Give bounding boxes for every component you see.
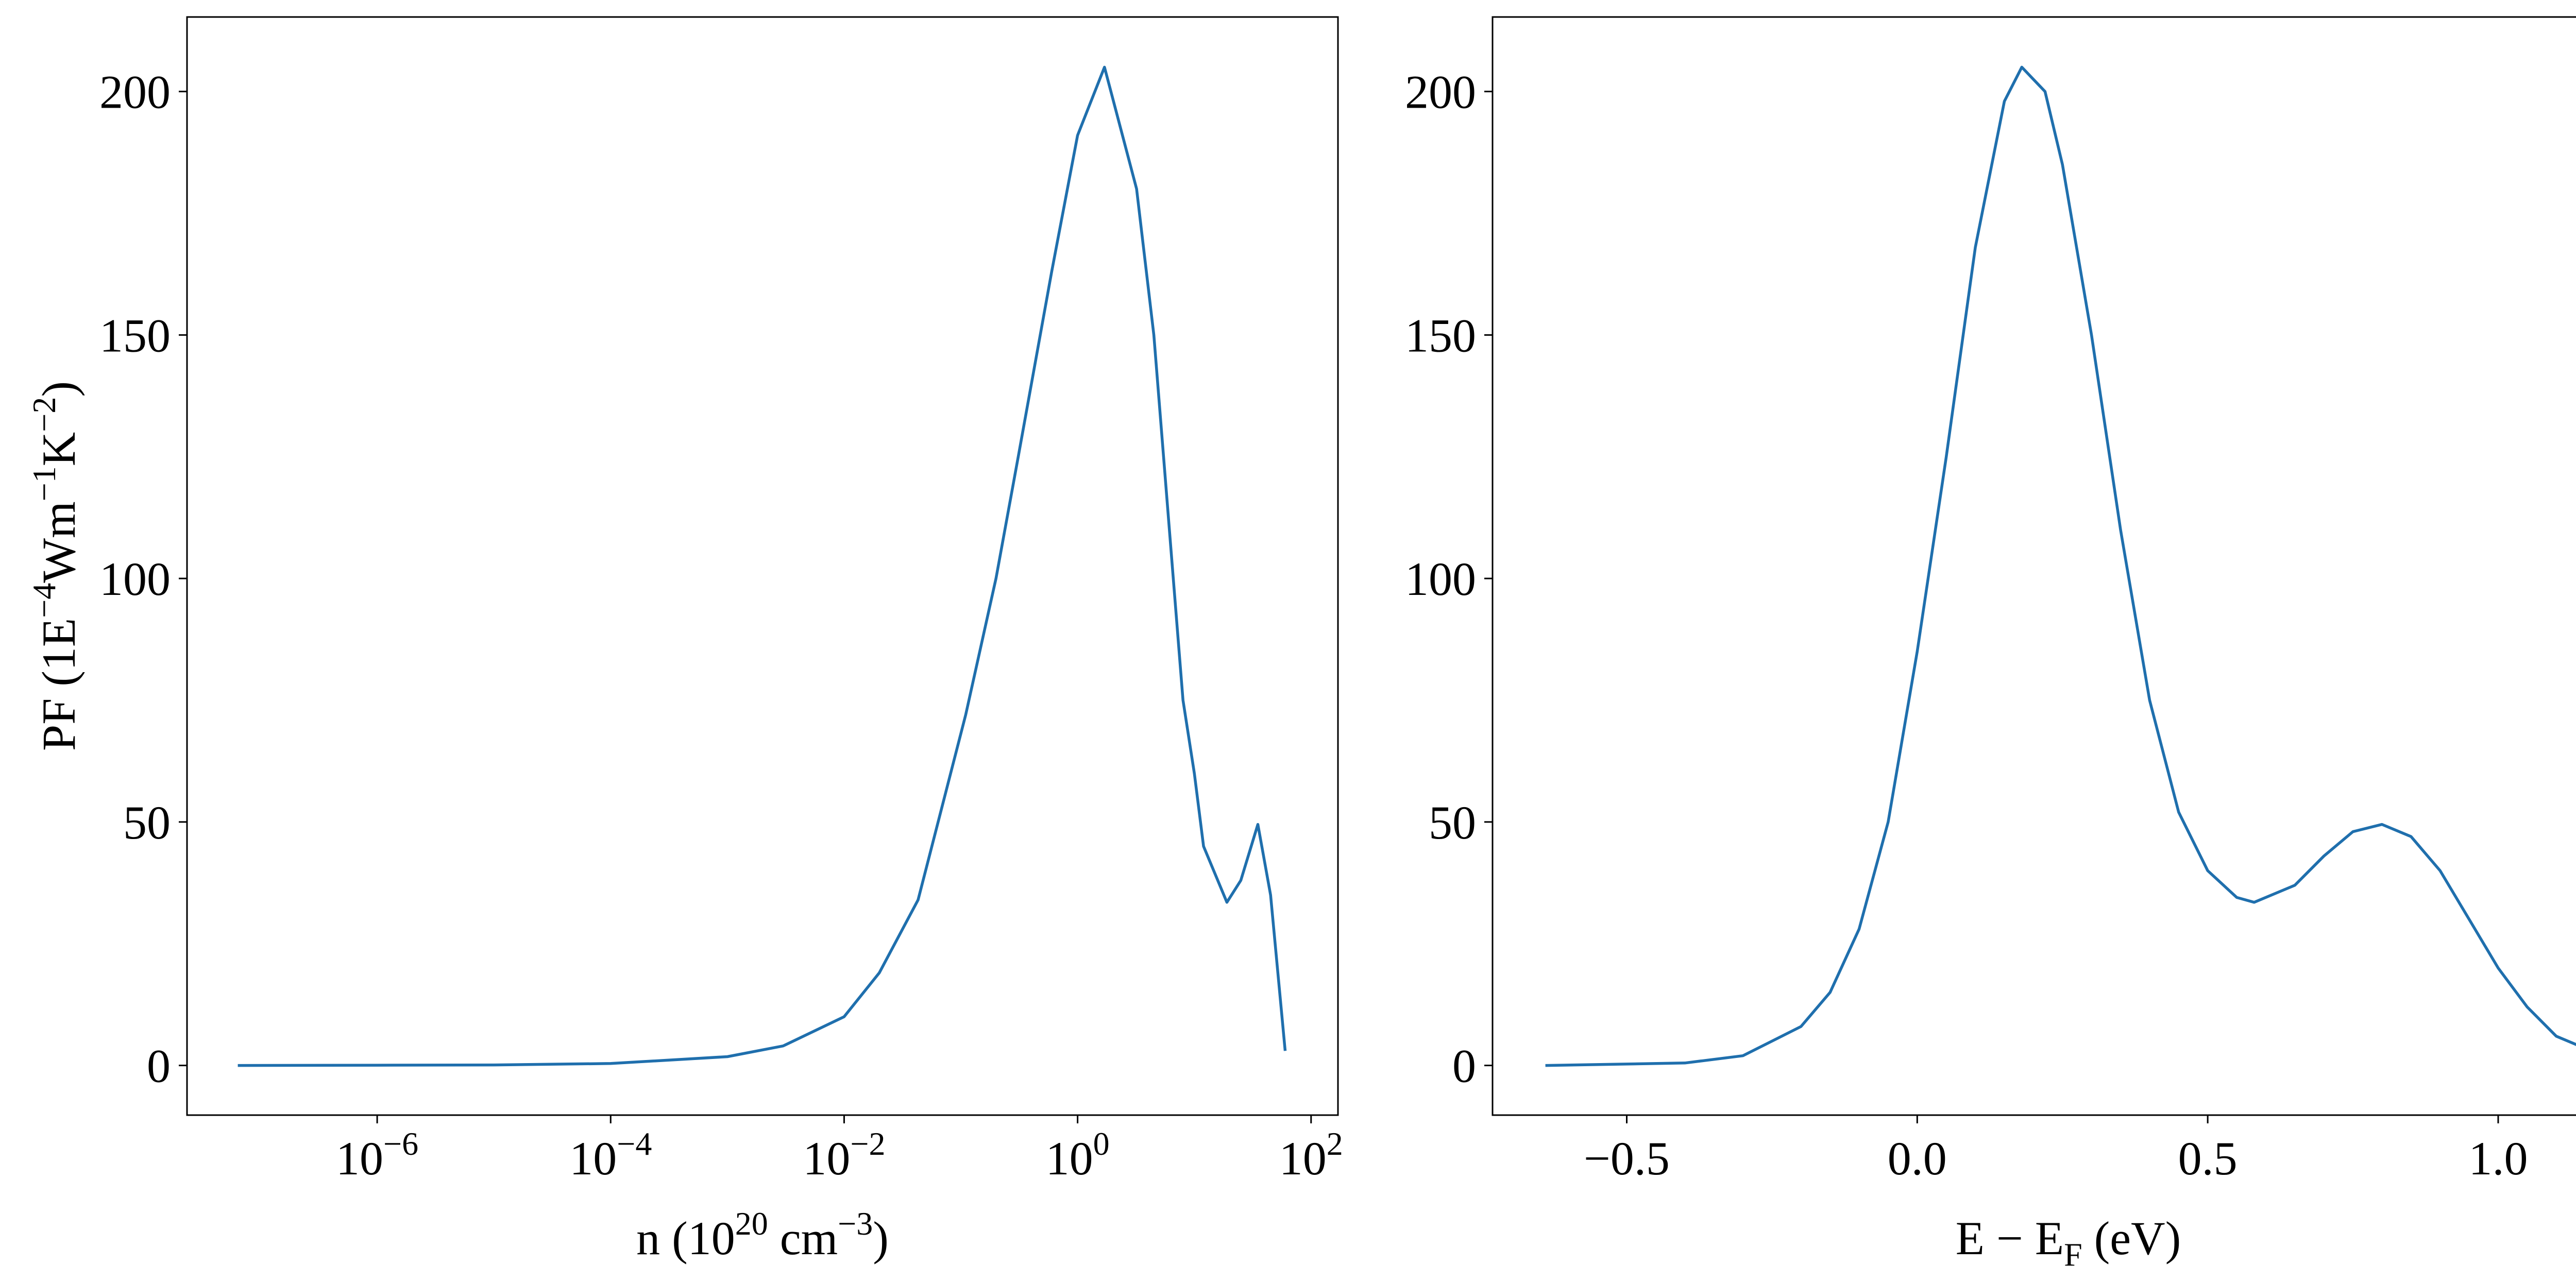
x-tick-label: 100: [1046, 1125, 1110, 1185]
y-axis-label-part: −1: [26, 466, 62, 501]
x-tick-label: 0.0: [1888, 1132, 1947, 1185]
x-tick-label-part: −2: [850, 1125, 885, 1162]
x-tick-label-part: 10: [1279, 1132, 1327, 1185]
y-tick-label: 0: [1452, 1040, 1476, 1092]
x-tick-label-part: 10: [569, 1132, 617, 1185]
x-tick-label: 0.5: [2178, 1132, 2238, 1185]
y-tick-label: 150: [1405, 309, 1476, 362]
plot-frame: [1492, 16, 2576, 1116]
x-tick-label-part: −6: [383, 1125, 418, 1162]
y-axis-label-part: −4: [26, 583, 62, 618]
y-tick-label: 150: [99, 309, 171, 362]
x-tick-label: 102: [1279, 1125, 1343, 1185]
y-axis-label-part: −2: [26, 397, 62, 432]
y-axis-label-part: PF (1E: [32, 618, 85, 751]
plot-frame: [186, 16, 1339, 1116]
y-tick-label: 0: [147, 1040, 171, 1092]
y-axis-label-part: ): [32, 381, 85, 397]
x-axis-label-part: (eV): [2082, 1212, 2181, 1264]
x-axis-label-part: n (10: [636, 1212, 735, 1264]
x-tick-label: −0.5: [1584, 1132, 1670, 1185]
x-axis-label: n (1020 cm−3): [636, 1205, 889, 1264]
x-tick-label-part: 0: [1093, 1125, 1110, 1162]
x-tick-label-part: 10: [336, 1132, 383, 1185]
y-tick-label: 50: [123, 796, 171, 849]
y-axis-label: PF (1E−4Wm−1K−2): [26, 381, 85, 751]
x-axis-label-part: F: [2064, 1236, 2082, 1273]
y-tick-label: 200: [1405, 66, 1476, 118]
x-tick-label-part: −4: [617, 1125, 652, 1162]
x-axis-label-part: ): [873, 1212, 889, 1264]
y-tick-label: 100: [1405, 553, 1476, 605]
x-tick-label-part: 10: [803, 1132, 850, 1185]
x-axis-label-part: −3: [838, 1205, 873, 1242]
x-tick-label-part: 10: [1046, 1132, 1093, 1185]
x-tick-label: 10−4: [569, 1125, 652, 1185]
y-axis-label-part: Wm: [32, 501, 85, 583]
data-line: [1545, 65, 2576, 1067]
x-tick-label: 10−6: [336, 1125, 418, 1185]
x-tick-label: 1.0: [2468, 1132, 2528, 1185]
y-tick-label: 100: [99, 553, 171, 605]
x-tick-label-part: 2: [1327, 1125, 1343, 1162]
data-line: [238, 65, 1287, 1067]
x-tick-label: 10−2: [803, 1125, 885, 1185]
x-axis-label-part: 20: [735, 1205, 768, 1242]
y-tick-label: 50: [1429, 796, 1476, 849]
y-tick-label: 200: [99, 66, 171, 118]
x-axis-label-part: E − E: [1956, 1212, 2064, 1264]
y-axis-label-part: K: [32, 432, 85, 466]
x-axis-label-part: cm: [768, 1212, 838, 1264]
x-axis-label: E − EF (eV): [1956, 1212, 2181, 1273]
